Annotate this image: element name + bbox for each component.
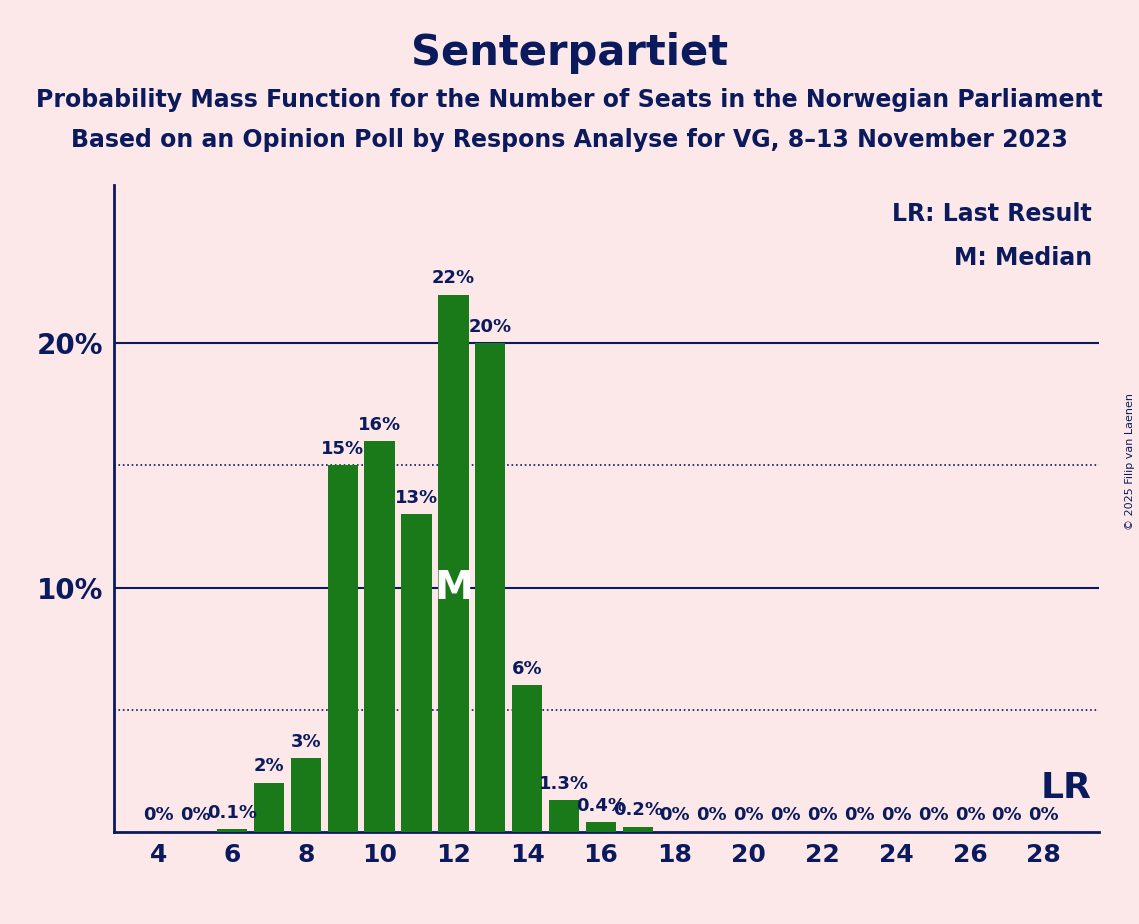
Text: 0.1%: 0.1% bbox=[207, 804, 257, 821]
Text: LR: Last Result: LR: Last Result bbox=[892, 201, 1092, 225]
Text: M: M bbox=[434, 568, 473, 606]
Text: 0%: 0% bbox=[142, 807, 173, 824]
Bar bbox=[475, 344, 506, 832]
Text: 0.2%: 0.2% bbox=[613, 801, 663, 820]
Bar bbox=[254, 783, 284, 832]
Text: 0%: 0% bbox=[659, 807, 690, 824]
Text: LR: LR bbox=[1041, 771, 1092, 805]
Bar bbox=[513, 686, 542, 832]
Text: M: Median: M: Median bbox=[953, 246, 1092, 270]
Text: Probability Mass Function for the Number of Seats in the Norwegian Parliament: Probability Mass Function for the Number… bbox=[36, 88, 1103, 112]
Text: 15%: 15% bbox=[321, 440, 364, 458]
Text: 0%: 0% bbox=[180, 807, 211, 824]
Text: 20%: 20% bbox=[469, 318, 511, 336]
Text: 0%: 0% bbox=[880, 807, 911, 824]
Bar bbox=[216, 829, 247, 832]
Text: 22%: 22% bbox=[432, 269, 475, 287]
Bar bbox=[585, 821, 616, 832]
Text: 0%: 0% bbox=[734, 807, 764, 824]
Bar bbox=[439, 295, 468, 832]
Text: 6%: 6% bbox=[511, 660, 542, 678]
Bar bbox=[549, 800, 580, 832]
Bar bbox=[328, 466, 358, 832]
Text: 0%: 0% bbox=[808, 807, 837, 824]
Bar bbox=[290, 759, 321, 832]
Text: 0.4%: 0.4% bbox=[576, 796, 626, 815]
Text: 0%: 0% bbox=[696, 807, 727, 824]
Text: 2%: 2% bbox=[254, 758, 285, 775]
Text: Based on an Opinion Poll by Respons Analyse for VG, 8–13 November 2023: Based on an Opinion Poll by Respons Anal… bbox=[71, 128, 1068, 152]
Text: 0%: 0% bbox=[1029, 807, 1059, 824]
Text: 0%: 0% bbox=[954, 807, 985, 824]
Bar bbox=[364, 441, 395, 832]
Text: 0%: 0% bbox=[918, 807, 949, 824]
Text: 0%: 0% bbox=[992, 807, 1022, 824]
Text: Senterpartiet: Senterpartiet bbox=[411, 32, 728, 74]
Text: 1.3%: 1.3% bbox=[539, 774, 589, 793]
Text: 13%: 13% bbox=[395, 489, 439, 507]
Text: 0%: 0% bbox=[844, 807, 875, 824]
Bar bbox=[623, 827, 653, 832]
Text: © 2025 Filip van Laenen: © 2025 Filip van Laenen bbox=[1125, 394, 1134, 530]
Text: 16%: 16% bbox=[358, 416, 401, 433]
Text: 3%: 3% bbox=[290, 733, 321, 751]
Text: 0%: 0% bbox=[770, 807, 801, 824]
Bar bbox=[401, 515, 432, 832]
